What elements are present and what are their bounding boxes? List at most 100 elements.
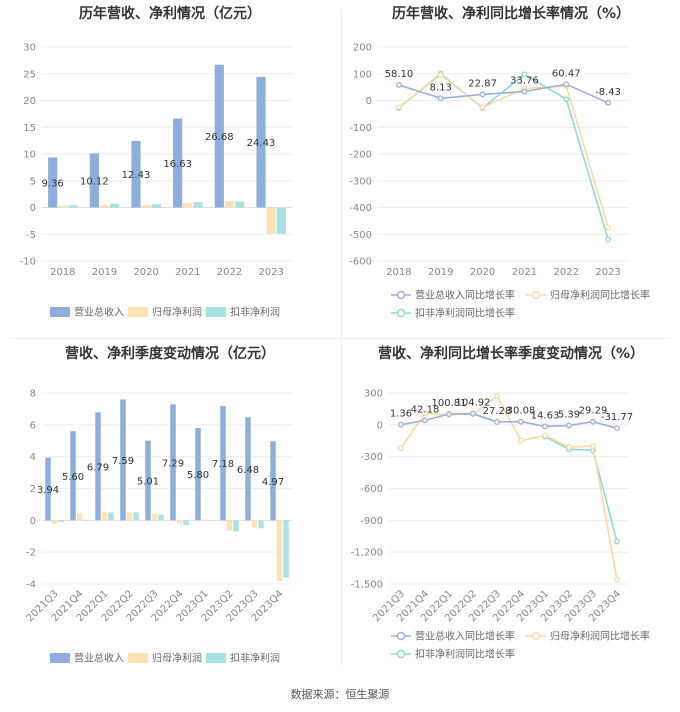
series-line [398,74,609,228]
x-tick-label: 2018 [50,267,75,278]
bar-deducted-profit [83,520,89,521]
data-label: 7.29 [162,458,184,469]
y-tick-label: -400 [349,203,372,214]
data-label: -8.43 [595,87,621,98]
y-tick-label: -10 [20,257,36,268]
y-tick-label: 10 [23,150,36,161]
y-tick-label: 0 [377,420,383,431]
bar-revenue [131,140,141,208]
data-point [494,418,500,425]
data-point [605,99,612,106]
y-tick-label: -2 [26,548,36,559]
legend-label: 归母净利润 [152,652,202,665]
legend-label: 营业总收入同比增长率 [415,630,515,643]
data-label: 14.63 [531,410,560,421]
x-tick-label: 2020 [470,267,495,278]
y-tick-label: -100 [349,123,372,134]
data-label: 22.87 [468,78,497,89]
bar-net-profit [58,205,68,208]
data-point [437,95,444,102]
data-point [395,104,402,111]
x-tick-label: 2019 [92,267,117,278]
data-label: 5.80 [187,470,209,481]
data-label: 33.76 [510,75,539,86]
y-tick-label: 0 [30,203,36,214]
y-tick-label: -5 [26,230,36,241]
data-point [395,82,402,88]
legend-swatch [128,307,148,317]
bar-deducted-profit [193,202,203,208]
y-tick-label: -500 [349,230,372,241]
data-point [614,576,620,583]
y-tick-label: 0 [366,96,372,107]
y-tick-label: -1,500 [351,580,383,591]
legend-swatch [128,653,148,663]
bar-net-profit [226,520,233,531]
annual-growth-rate-chart: 历年营收、净利同比增长率情况（%） 200 100 0 -100 -200 -300 -400… [349,5,650,320]
data-point [566,422,572,429]
legend-swatch [206,653,226,663]
bar-revenue [270,441,276,521]
data-label: 5.01 [137,476,159,487]
data-label: 6.79 [87,462,109,473]
x-tick-label: 2020 [133,267,158,278]
y-tick-label: -300 [349,176,372,187]
bar-revenue [48,157,58,208]
bar-net-profit [51,520,58,524]
legend-label: 扣非净利润 [230,306,280,319]
data-label: 5.39 [558,409,580,420]
data-label: 5.60 [62,472,84,483]
legend-marker [396,308,406,318]
bar-net-profit [224,201,235,208]
data-point [566,444,572,451]
bar-deducted-profit [108,512,114,521]
bar-net-profit [251,520,258,528]
bar-net-profit [126,512,133,521]
bar-revenue [220,406,226,521]
legend-label: 归母净利润同比增长率 [550,630,650,643]
legend-swatch [50,653,70,663]
bar-revenue [256,76,266,208]
legend-label: 扣非净利润同比增长率 [415,307,515,320]
data-label: 26.68 [205,132,234,143]
data-point [614,425,620,432]
y-tick-label: 2 [30,484,36,495]
bar-revenue [45,457,51,521]
legend-label: 扣非净利润同比增长率 [415,648,515,661]
data-label: 30.08 [507,406,536,417]
bar-deducted-profit [208,520,214,521]
bar-deducted-profit [183,520,189,526]
data-label: 60.47 [552,68,581,79]
chart-title: 营收、净利同比增长率季度变动情况（%） [378,345,644,362]
bar-deducted-profit [151,204,161,208]
bar-deducted-profit [158,514,164,521]
bar-net-profit [183,203,193,208]
data-label: 58.10 [385,69,414,80]
data-label: 7.18 [212,459,234,470]
x-tick-label: 2023 [258,267,283,278]
data-point [479,104,486,111]
quarterly-growth-rate-chart: 营收、净利同比增长率季度变动情况（%） 300 0 -300 -600 -900 -1,20… [351,345,650,661]
y-tick-label: 300 [364,389,383,400]
data-label: 42.18 [411,404,440,415]
data-label: 8.13 [430,82,452,93]
data-point [521,88,528,95]
y-tick-label: -600 [349,257,372,268]
bar-revenue [195,428,201,521]
chart-title: 营收、净利季度变动情况（亿元） [65,345,275,362]
y-tick-label: 200 [353,43,372,54]
annual-bar-panel: 历年营收、净利情况（亿元） 30 25 20 15 10 5 0 -5 -10 2018 2019 20… [0,0,340,335]
data-label: 29.29 [579,406,608,417]
data-point [605,224,612,231]
bar-net-profit [276,520,283,581]
data-label: 100.81 [432,398,467,409]
bar-deducted-profit [235,201,245,208]
annual-revenue-profit-chart: 历年营收、净利情况（亿元） 30 25 20 15 10 5 0 -5 -10 2018 2019 20… [20,5,292,319]
quarterly-revenue-profit-chart: 营收、净利季度变动情况（亿元）86420-2-42021Q32021Q42022… [25,345,292,665]
data-point [398,421,404,428]
y-tick-label: -200 [349,150,372,161]
bar-net-profit [99,204,110,208]
bar-deducted-profit [58,520,64,522]
y-tick-label: 6 [30,420,36,431]
y-tick-label: 8 [30,389,36,400]
